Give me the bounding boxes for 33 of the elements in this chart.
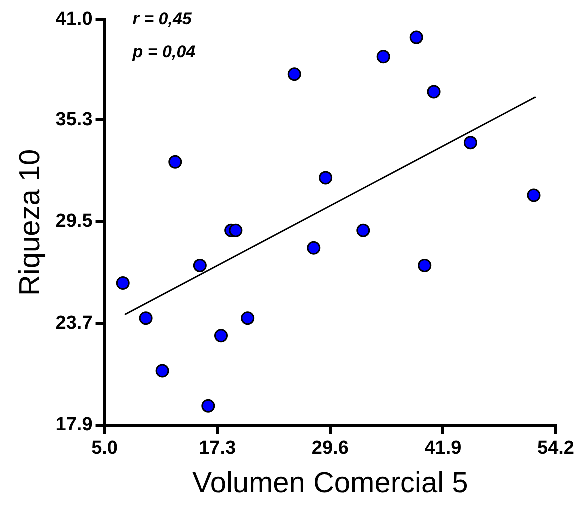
x-tick-label: 17.3 bbox=[199, 438, 236, 460]
y-tick-label: 41.0 bbox=[56, 9, 93, 30]
y-tick-label: 17.9 bbox=[56, 414, 93, 436]
point bbox=[168, 155, 182, 169]
x-tick-label: 5.0 bbox=[92, 438, 118, 460]
point bbox=[527, 188, 541, 202]
x-tick-label: 41.9 bbox=[424, 438, 462, 460]
point bbox=[288, 68, 302, 82]
y-tick-label: 23.7 bbox=[56, 312, 93, 334]
point bbox=[116, 276, 130, 290]
y-tick-label: 35.3 bbox=[56, 109, 93, 130]
x-tick-label: 29.6 bbox=[312, 438, 349, 460]
point bbox=[464, 136, 478, 150]
y-tick-label: 29.5 bbox=[56, 211, 94, 232]
point bbox=[427, 85, 441, 99]
point bbox=[156, 364, 170, 378]
y-axis-title: Riqueza 10 bbox=[14, 149, 46, 296]
annotation: r = 0,45 bbox=[132, 10, 192, 29]
point bbox=[202, 399, 216, 413]
x-axis-title: Volumen Comercial 5 bbox=[192, 468, 468, 500]
point bbox=[319, 171, 333, 185]
point bbox=[214, 329, 228, 343]
point bbox=[307, 241, 321, 255]
point bbox=[410, 30, 424, 44]
annotation: p = 0,04 bbox=[132, 42, 196, 62]
x-tick-label: 54.2 bbox=[538, 438, 574, 460]
point bbox=[139, 312, 153, 326]
point bbox=[193, 258, 207, 272]
point bbox=[418, 258, 432, 272]
point bbox=[376, 50, 390, 64]
point bbox=[356, 224, 370, 238]
point bbox=[229, 224, 243, 238]
point bbox=[241, 312, 255, 326]
